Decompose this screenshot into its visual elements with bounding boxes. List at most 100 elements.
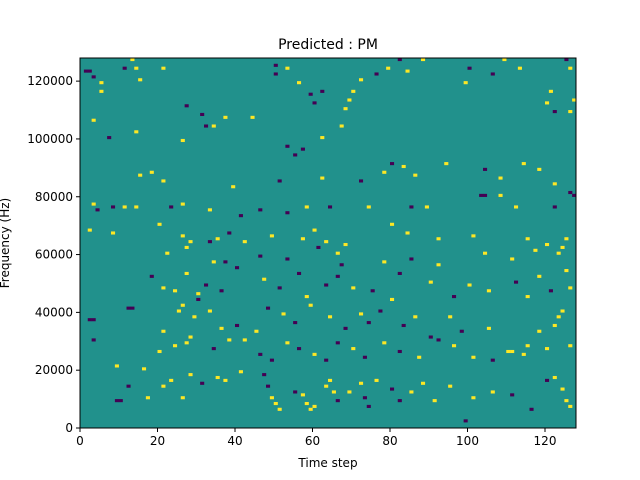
heatmap-cell-low bbox=[91, 75, 96, 79]
heatmap-cell-high bbox=[556, 251, 561, 255]
heatmap-cell-high bbox=[161, 66, 166, 70]
heatmap-cell-low bbox=[490, 358, 495, 362]
heatmap-cell-high bbox=[339, 124, 344, 128]
heatmap-cell-low bbox=[111, 205, 116, 209]
heatmap-cell-low bbox=[277, 179, 282, 183]
heatmap-cell-high bbox=[242, 338, 247, 342]
heatmap-cell-low bbox=[335, 399, 340, 403]
heatmap-cell-high bbox=[471, 234, 476, 238]
heatmap-cell-high bbox=[483, 251, 488, 255]
heatmap-cell-high bbox=[285, 341, 290, 345]
heatmap-cell-low bbox=[235, 323, 240, 328]
heatmap-cell-high bbox=[304, 205, 309, 209]
heatmap-cell-high bbox=[169, 378, 174, 382]
heatmap-cell-high bbox=[405, 231, 410, 235]
heatmap-cell-high bbox=[312, 352, 317, 356]
heatmap-cell-high bbox=[452, 344, 457, 348]
heatmap-cell-low bbox=[572, 193, 577, 197]
x-tick-label: 0 bbox=[76, 434, 84, 448]
y-tick-label: 60000 bbox=[35, 248, 73, 262]
heatmap-cell-high bbox=[568, 344, 573, 348]
heatmap-cell-low bbox=[401, 323, 406, 328]
heatmap-cell-high bbox=[343, 107, 348, 111]
heatmap-cell-high bbox=[359, 78, 364, 82]
heatmap-cell-high bbox=[157, 222, 162, 226]
heatmap-cell-high bbox=[211, 124, 216, 128]
heatmap-cell-high bbox=[142, 367, 147, 371]
heatmap-cell-low bbox=[359, 179, 364, 183]
heatmap-cell-high bbox=[537, 329, 542, 333]
y-tick-label: 20000 bbox=[35, 363, 73, 377]
x-tick-label: 100 bbox=[456, 434, 479, 448]
heatmap-cell-high bbox=[231, 185, 236, 189]
heatmap-cell-low bbox=[366, 404, 371, 408]
heatmap-cell-low bbox=[200, 381, 205, 385]
heatmap-cell-low bbox=[335, 341, 340, 345]
heatmap-cell-low bbox=[118, 399, 123, 403]
heatmap-cell-high bbox=[165, 251, 170, 255]
heatmap-cell-low bbox=[223, 260, 228, 264]
heatmap-cell-low bbox=[297, 271, 302, 275]
heatmap-cell-high bbox=[382, 260, 387, 264]
heatmap-cell-low bbox=[397, 399, 402, 403]
heatmap-cell-high bbox=[347, 98, 352, 102]
heatmap-cell-high bbox=[572, 98, 577, 102]
x-axis-label: Time step bbox=[297, 456, 357, 470]
heatmap-cell-high bbox=[184, 271, 189, 275]
heatmap-cell-high bbox=[161, 329, 166, 333]
heatmap-cell-high bbox=[401, 164, 406, 169]
heatmap-cell-low bbox=[126, 306, 131, 310]
heatmap-cell-low bbox=[463, 419, 468, 423]
heatmap-cell-high bbox=[227, 338, 232, 342]
heatmap-cell-high bbox=[514, 205, 519, 209]
heatmap-cell-high bbox=[130, 58, 135, 62]
heatmap-cell-high bbox=[386, 66, 391, 70]
heatmap-cell-high bbox=[122, 205, 127, 209]
heatmap-cell-high bbox=[351, 286, 356, 290]
heatmap-cell-high bbox=[180, 202, 185, 206]
heatmap-cell-low bbox=[362, 396, 367, 400]
chart-title: Predicted : PM bbox=[278, 37, 378, 53]
heatmap-cell-low bbox=[483, 167, 488, 171]
heatmap-cell-low bbox=[428, 335, 433, 339]
heatmap-cell-high bbox=[242, 240, 247, 244]
heatmap-cell-high bbox=[324, 384, 329, 388]
heatmap-cell-high bbox=[269, 396, 274, 400]
heatmap-plot-area bbox=[79, 57, 577, 429]
heatmap-cell-low bbox=[262, 373, 267, 377]
y-tick-label: 80000 bbox=[35, 190, 73, 204]
heatmap-cell-high bbox=[471, 396, 476, 400]
heatmap-cell-high bbox=[238, 370, 243, 374]
heatmap-cell-high bbox=[486, 289, 491, 293]
heatmap-cell-high bbox=[254, 329, 259, 333]
heatmap-cell-low bbox=[328, 205, 333, 209]
heatmap-cell-low bbox=[312, 101, 317, 105]
heatmap-cell-low bbox=[200, 112, 205, 117]
heatmap-cell-low bbox=[126, 384, 131, 388]
heatmap-cell-low bbox=[266, 384, 271, 388]
heatmap-cell-high bbox=[428, 280, 433, 284]
heatmap-cell-high bbox=[134, 66, 139, 70]
heatmap-cell-high bbox=[161, 179, 166, 183]
heatmap-cell-low bbox=[169, 205, 174, 209]
heatmap-cell-high bbox=[548, 89, 553, 93]
heatmap-cell-high bbox=[99, 89, 104, 93]
heatmap-cell-high bbox=[180, 303, 185, 307]
heatmap-cell-low bbox=[227, 231, 232, 235]
heatmap-cell-low bbox=[343, 326, 348, 330]
heatmap-cell-low bbox=[552, 110, 557, 114]
heatmap-cell-high bbox=[537, 274, 542, 278]
x-axis: 0 20 40 60 80 100 120 bbox=[76, 428, 556, 448]
heatmap-cell-low bbox=[87, 69, 92, 73]
heatmap-cell-high bbox=[184, 245, 189, 249]
heatmap-cell-high bbox=[498, 193, 503, 197]
heatmap-cell-high bbox=[424, 205, 429, 209]
heatmap-cell-high bbox=[533, 248, 538, 252]
heatmap-cell-high bbox=[281, 312, 286, 316]
heatmap-cell-high bbox=[560, 245, 565, 249]
heatmap-cell-high bbox=[537, 167, 542, 171]
heatmap-cell-high bbox=[157, 349, 162, 354]
y-axis-label: Frequency (Hz) bbox=[0, 198, 12, 289]
y-axis: 0 20000 40000 60000 80000 100000 120000 bbox=[27, 74, 80, 435]
heatmap-cell-low bbox=[91, 338, 96, 342]
